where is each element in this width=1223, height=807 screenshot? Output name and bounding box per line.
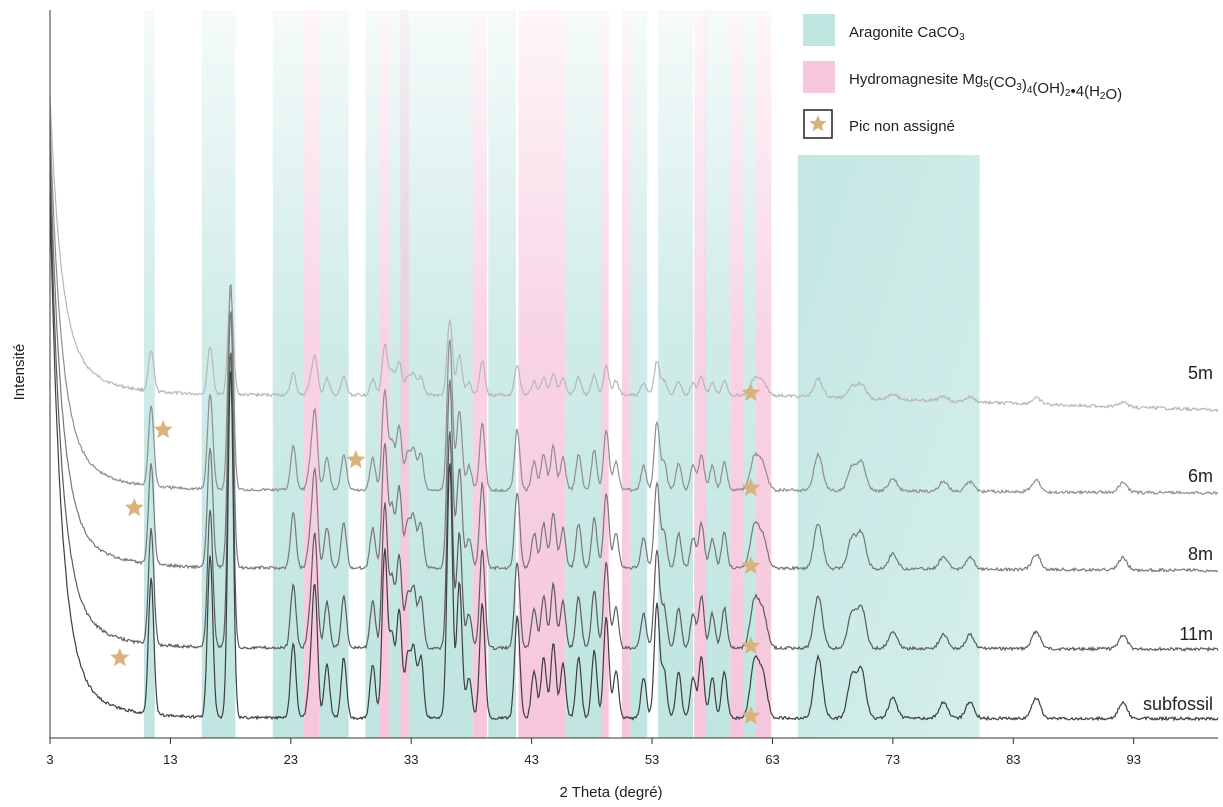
aragonite-swatch	[803, 14, 835, 46]
x-tick-label: 33	[404, 752, 418, 767]
hydromagnesite-band	[730, 10, 744, 738]
aragonite-band	[743, 10, 756, 738]
x-axis-label: 2 Theta (degré)	[559, 784, 662, 801]
trace-subfossil	[49, 195, 1219, 722]
aragonite-band	[413, 10, 473, 738]
trace-11m	[49, 170, 1219, 653]
trace-8m	[49, 144, 1219, 573]
aragonite-band	[319, 10, 349, 738]
hydromagnesite-band	[304, 10, 320, 738]
hydromagnesite-band	[621, 10, 631, 738]
x-tick-label: 23	[284, 752, 298, 767]
unassigned-peak-star	[110, 648, 130, 667]
aragonite-band	[565, 10, 602, 738]
unassigned-legend-label: Pic non assigné	[849, 118, 955, 135]
axes: 3 13 23 33 43 53 63 73 83 93 2 Theta (degré) Intens…	[11, 10, 1218, 801]
aragonite-band	[272, 10, 305, 738]
aragonite-band	[143, 10, 155, 738]
unassigned-peak-star	[741, 636, 761, 655]
unassigned-peak-star	[741, 478, 761, 497]
unassigned-peak-star	[124, 498, 144, 517]
unassigned-legend-box	[803, 109, 833, 139]
unassigned-peak-star	[741, 556, 761, 575]
x-tick-label: 83	[1006, 752, 1020, 767]
hydromagnesite-swatch	[803, 61, 835, 93]
series-label-5m: 5m	[1188, 363, 1213, 383]
legend: Aragonite CaCO3 Hydromagnesite Mg5(CO3)4(…	[803, 14, 1122, 139]
hydromagnesite-band	[601, 10, 609, 738]
unassigned-peak-star	[741, 706, 761, 725]
x-tick-label: 93	[1126, 752, 1140, 767]
aragonite-band	[630, 10, 648, 738]
x-tick-label: 13	[163, 752, 177, 767]
series-label-subfossil: subfossil	[1143, 694, 1213, 714]
hydromagnesite-band	[400, 10, 409, 738]
y-axis-label: Intensité	[11, 344, 28, 401]
hydromagnesite-band	[379, 10, 390, 738]
series-label-6m: 6m	[1188, 466, 1213, 486]
series-label-11m: 11m	[1179, 624, 1213, 644]
trace-5m	[49, 96, 1219, 413]
hydromagnesite-band	[694, 10, 707, 738]
aragonite-band	[365, 10, 380, 738]
unassigned-peak-markers	[110, 383, 761, 725]
x-tick-label: 3	[46, 752, 53, 767]
x-tick-label: 43	[524, 752, 538, 767]
hydromagnesite-band	[518, 10, 566, 738]
diffraction-traces: 5m 6m 8m 11m subfossil	[49, 96, 1219, 722]
aragonite-band	[797, 155, 980, 738]
aragonite-band	[488, 10, 516, 738]
x-tick-label: 63	[765, 752, 779, 767]
series-label-8m: 8m	[1188, 544, 1213, 564]
unassigned-peak-star	[153, 420, 173, 439]
aragonite-legend-label: Aragonite CaCO3	[849, 24, 965, 43]
hydromagnesite-legend-label: Hydromagnesite Mg5(CO3)4(OH)2•4(H2O)	[849, 71, 1122, 103]
x-tick-label: 73	[886, 752, 900, 767]
trace-6m	[49, 118, 1219, 496]
unassigned-peak-star	[346, 450, 366, 469]
unassigned-legend-star	[809, 115, 827, 132]
unassigned-peak-star	[741, 383, 761, 402]
hydromagnesite-band	[755, 10, 772, 738]
x-tick-label: 53	[645, 752, 659, 767]
aragonite-band	[658, 10, 694, 738]
